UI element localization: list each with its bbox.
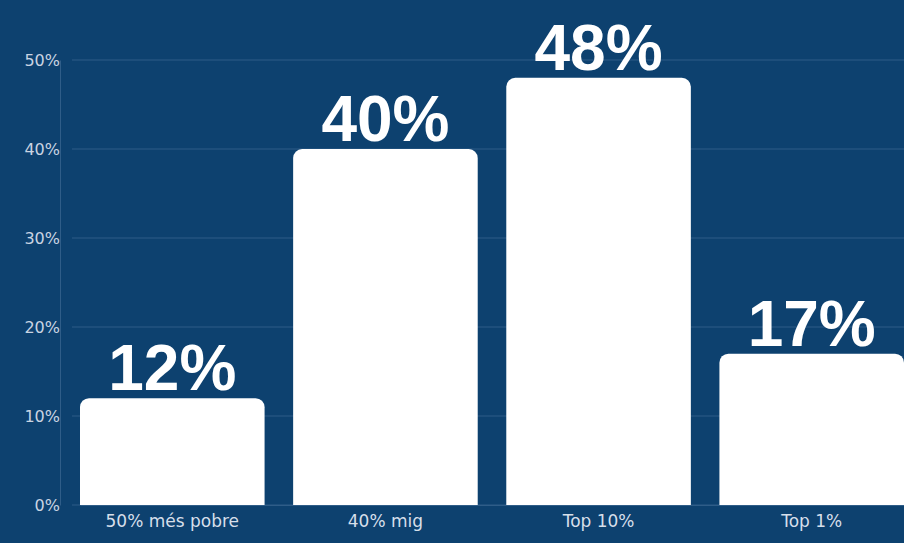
x-tick-label: Top 10% — [562, 511, 635, 531]
y-tick: 50% — [24, 51, 60, 70]
grid-line — [72, 149, 904, 150]
y-axis-line — [60, 61, 61, 506]
y-tick: 40% — [24, 140, 60, 159]
x-tick: Top 1% — [780, 505, 842, 531]
y-tick: 10% — [24, 407, 60, 426]
y-axis: 0% 10% 20% 30% 40% 50% — [24, 51, 60, 515]
grid-line — [72, 60, 904, 61]
x-axis-line — [81, 505, 904, 506]
x-tick: Top 10% — [562, 505, 635, 531]
x-tick-label: Top 1% — [780, 511, 842, 531]
data-label: 12% — [108, 332, 236, 404]
data-label: 40% — [321, 83, 449, 155]
bar — [80, 398, 265, 505]
y-tick-label: 20% — [24, 318, 60, 337]
bars — [80, 78, 904, 505]
bar — [293, 149, 478, 505]
x-tick-label: 50% més pobre — [106, 511, 240, 531]
data-label: 48% — [535, 12, 663, 84]
grid-line — [72, 238, 904, 239]
bar — [506, 78, 691, 505]
y-tick-label: 50% — [24, 51, 60, 70]
y-tick-label: 10% — [24, 407, 60, 426]
background — [0, 0, 904, 543]
y-tick: 20% — [24, 318, 60, 337]
y-tick: 0% — [35, 496, 60, 515]
y-tick: 30% — [24, 229, 60, 248]
chart: 0% 10% 20% 30% 40% 50% 50% més pobre 40% mig Top… — [0, 0, 904, 543]
x-tick: 50% més pobre — [106, 505, 240, 531]
y-tick-label: 30% — [24, 229, 60, 248]
y-tick-label: 40% — [24, 140, 60, 159]
x-axis: 50% més pobre 40% mig Top 10% Top 1% — [81, 505, 904, 531]
x-tick-label: 40% mig — [348, 511, 423, 531]
bar — [719, 354, 904, 505]
x-tick: 40% mig — [348, 505, 423, 531]
data-labels: 12% 40% 48% 17% — [108, 12, 876, 404]
data-label: 17% — [748, 288, 876, 360]
y-tick-label: 0% — [35, 496, 60, 515]
